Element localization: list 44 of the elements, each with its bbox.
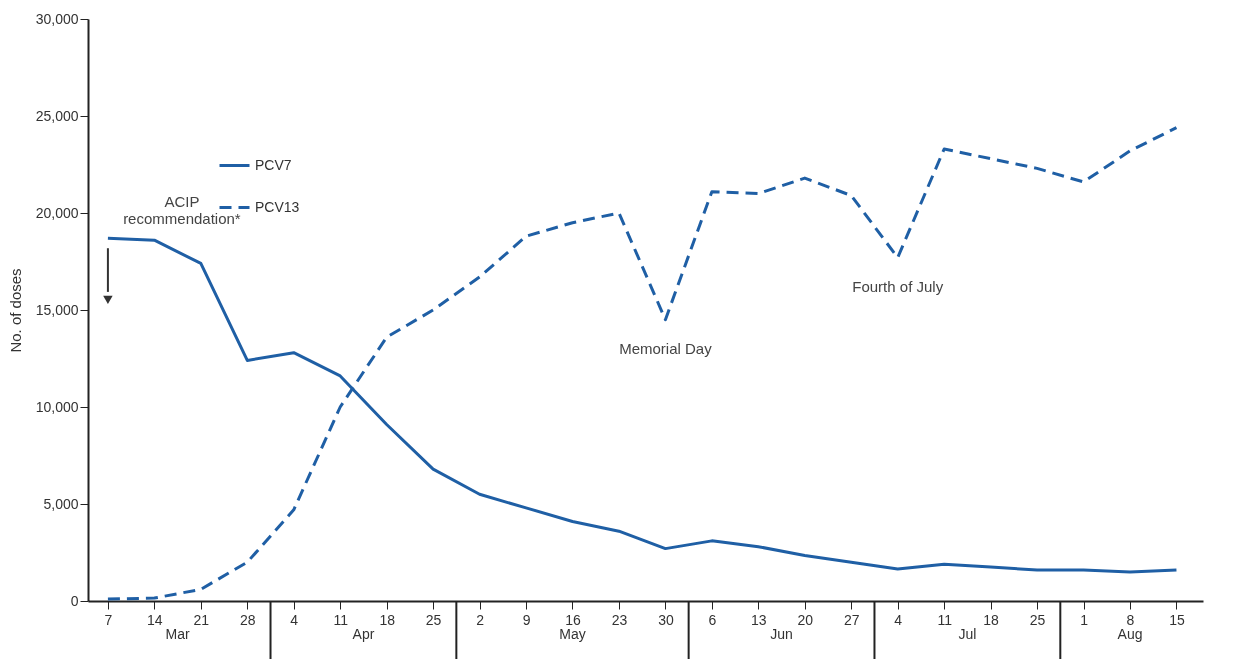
y-tick-label: 15,000 <box>35 301 79 318</box>
x-tick-label: 15 <box>1169 611 1185 628</box>
y-tick-label: 10,000 <box>35 398 79 415</box>
x-tick-label: 25 <box>1029 611 1046 628</box>
x-tick-label: 9 <box>522 611 531 628</box>
y-tick-label: 25,000 <box>35 107 79 124</box>
x-tick-label: 25 <box>425 611 442 628</box>
y-axis-title: No. of doses <box>6 268 24 353</box>
x-tick-label: 21 <box>193 611 210 628</box>
x-tick-label: 7 <box>104 611 113 628</box>
legend-label: PCV7 <box>255 156 292 173</box>
x-tick-label: 30 <box>658 611 674 628</box>
text: Jun <box>770 626 793 642</box>
x-tick-label: 1 <box>1080 611 1089 628</box>
x-tick-label: 20 <box>797 611 814 628</box>
annotation: Memorial Day <box>619 339 713 357</box>
text: Jul <box>958 626 977 642</box>
x-tick-label: 2 <box>476 611 485 628</box>
y-tick-label: 5,000 <box>43 495 79 512</box>
x-tick-label: 4 <box>894 611 903 628</box>
legend-label: PCV13 <box>255 198 300 215</box>
annotation: ACIP recommendation* <box>123 193 241 228</box>
x-tick-label: 28 <box>240 611 256 628</box>
annotation: Fourth of July <box>852 277 944 295</box>
x-tick-label: 11 <box>937 611 953 628</box>
x-tick-label: 4 <box>290 611 299 628</box>
text: Apr <box>352 626 375 642</box>
text: May <box>559 626 586 642</box>
line-series <box>106 126 1178 601</box>
x-tick-label: 27 <box>843 611 860 628</box>
x-tick-label: 16 <box>565 611 581 628</box>
x-tick-label: 13 <box>751 611 767 628</box>
text: Mar <box>165 626 190 642</box>
x-tick-label: 18 <box>983 611 1000 628</box>
x-tick-label: 6 <box>708 611 717 628</box>
y-tick-label: 20,000 <box>35 204 79 221</box>
y-tick-label: 0 <box>70 592 79 609</box>
x-tick-label: 8 <box>1126 611 1135 628</box>
text: Aug <box>1117 626 1143 642</box>
x-tick-label: 11 <box>333 611 349 628</box>
x-tick-label: 23 <box>611 611 628 628</box>
y-tick-label: 30,000 <box>35 10 79 27</box>
x-tick-label: 18 <box>379 611 396 628</box>
x-tick-label: 14 <box>147 611 163 628</box>
